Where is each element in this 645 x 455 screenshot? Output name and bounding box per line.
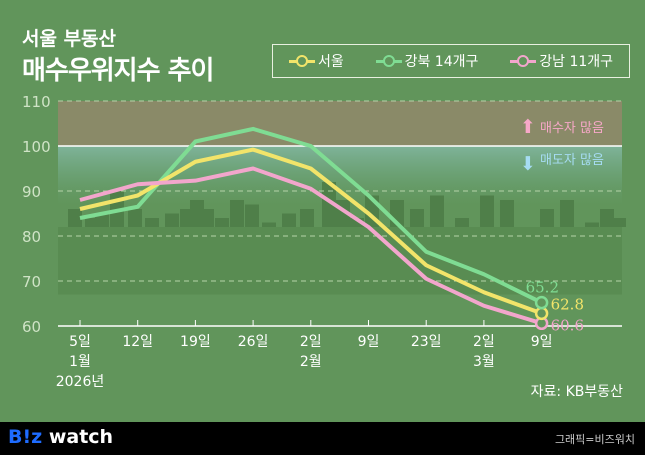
skyline-building xyxy=(200,209,214,227)
skyline-building xyxy=(145,218,159,227)
title-line1: 서울 부동산 xyxy=(22,28,117,50)
end-value-label: 65.2 xyxy=(526,279,559,297)
title-line2: 매수우위지수 추이 xyxy=(22,56,214,86)
x-tick-label: 9일 xyxy=(358,334,380,350)
skyline-building xyxy=(68,209,82,227)
seller-zone-arrow-icon: ⬇ xyxy=(520,153,536,175)
line-marker-icon xyxy=(510,55,537,67)
line-marker-icon xyxy=(288,55,315,67)
x-year-label: 2026년 xyxy=(56,374,105,390)
skyline-base xyxy=(58,227,622,295)
x-tick-label: 23일 xyxy=(411,334,442,350)
x-tick-label: 2일 xyxy=(300,334,322,350)
skyline-building xyxy=(350,218,364,227)
skyline-building xyxy=(95,213,109,227)
skyline-building xyxy=(300,209,314,227)
skyline-building xyxy=(540,209,554,227)
x-tick-label: 2일 xyxy=(473,334,495,350)
y-tick-label: 70 xyxy=(22,273,41,291)
line-marker-icon xyxy=(375,55,402,67)
x-tick-label: 19일 xyxy=(180,334,211,350)
skyline-building xyxy=(262,222,276,227)
end-point-marker xyxy=(534,306,549,321)
footer: B!z watch 그래픽=비즈워치 xyxy=(0,422,645,455)
seller-zone-label: 매도자 많음 xyxy=(540,153,604,168)
buyer-zone-arrow-icon: ⬆ xyxy=(520,116,536,138)
skyline-building xyxy=(612,218,626,227)
end-value-label: 62.8 xyxy=(551,295,584,313)
x-tick-label: 12일 xyxy=(122,334,153,350)
skyline-building xyxy=(455,218,469,227)
x-tick-label: 5일 xyxy=(69,334,91,350)
skyline-building xyxy=(430,195,444,227)
legend-label: 강남 11개구 xyxy=(539,54,614,70)
skyline-building xyxy=(282,213,296,227)
source-note: 자료: KB부동산 xyxy=(530,384,623,400)
skyline-building xyxy=(165,213,179,227)
skyline-building xyxy=(85,218,99,227)
skyline-building xyxy=(410,209,424,227)
end-value-label: 60.6 xyxy=(551,316,584,334)
x-month-label: 3월 xyxy=(473,354,495,370)
legend-label: 서울 xyxy=(317,54,344,70)
x-month-label: 2월 xyxy=(300,354,322,370)
buyer-zone-band xyxy=(58,101,622,146)
y-tick-label: 60 xyxy=(22,318,41,336)
buyer-zone-label: 매수자 많음 xyxy=(540,121,604,136)
legend: 서울 강북 14개구 강남 11개구 xyxy=(272,44,630,78)
seller-zone-band xyxy=(58,146,622,205)
y-tick-label: 110 xyxy=(22,93,51,111)
x-tick-label: 9일 xyxy=(531,334,553,350)
x-month-label: 1월 xyxy=(69,354,91,370)
bizwatch-logo: B!z watch xyxy=(8,426,114,448)
legend-item-seoul: 서울 xyxy=(288,51,344,71)
legend-item-gangbuk: 강북 14개구 xyxy=(375,51,479,71)
legend-label: 강북 14개구 xyxy=(404,54,479,70)
graphic-credit: 그래픽=비즈워치 xyxy=(554,433,635,446)
legend-item-gangnam: 강남 11개구 xyxy=(510,51,613,71)
series-line-2 xyxy=(79,166,543,326)
skyline-building xyxy=(585,222,599,227)
skyline-building xyxy=(322,182,336,227)
skyline-building xyxy=(500,200,514,227)
end-point-marker xyxy=(534,295,549,310)
skyline-building xyxy=(128,209,142,227)
y-tick-label: 90 xyxy=(22,183,41,201)
y-tick-label: 100 xyxy=(22,138,51,156)
line-chart: 60 70 80 90 100 110 5일 1월 12일 19일 26일 2일 2월 9일 23일 2일 3월… xyxy=(22,93,626,390)
skyline-building xyxy=(245,204,259,227)
skyline-building xyxy=(560,200,574,227)
skyline-building xyxy=(600,209,614,227)
x-tick-label: 26일 xyxy=(238,334,269,350)
skyline-building xyxy=(215,218,229,227)
skyline-building xyxy=(230,200,244,227)
y-tick-label: 80 xyxy=(22,228,41,246)
skyline-building xyxy=(480,195,494,227)
